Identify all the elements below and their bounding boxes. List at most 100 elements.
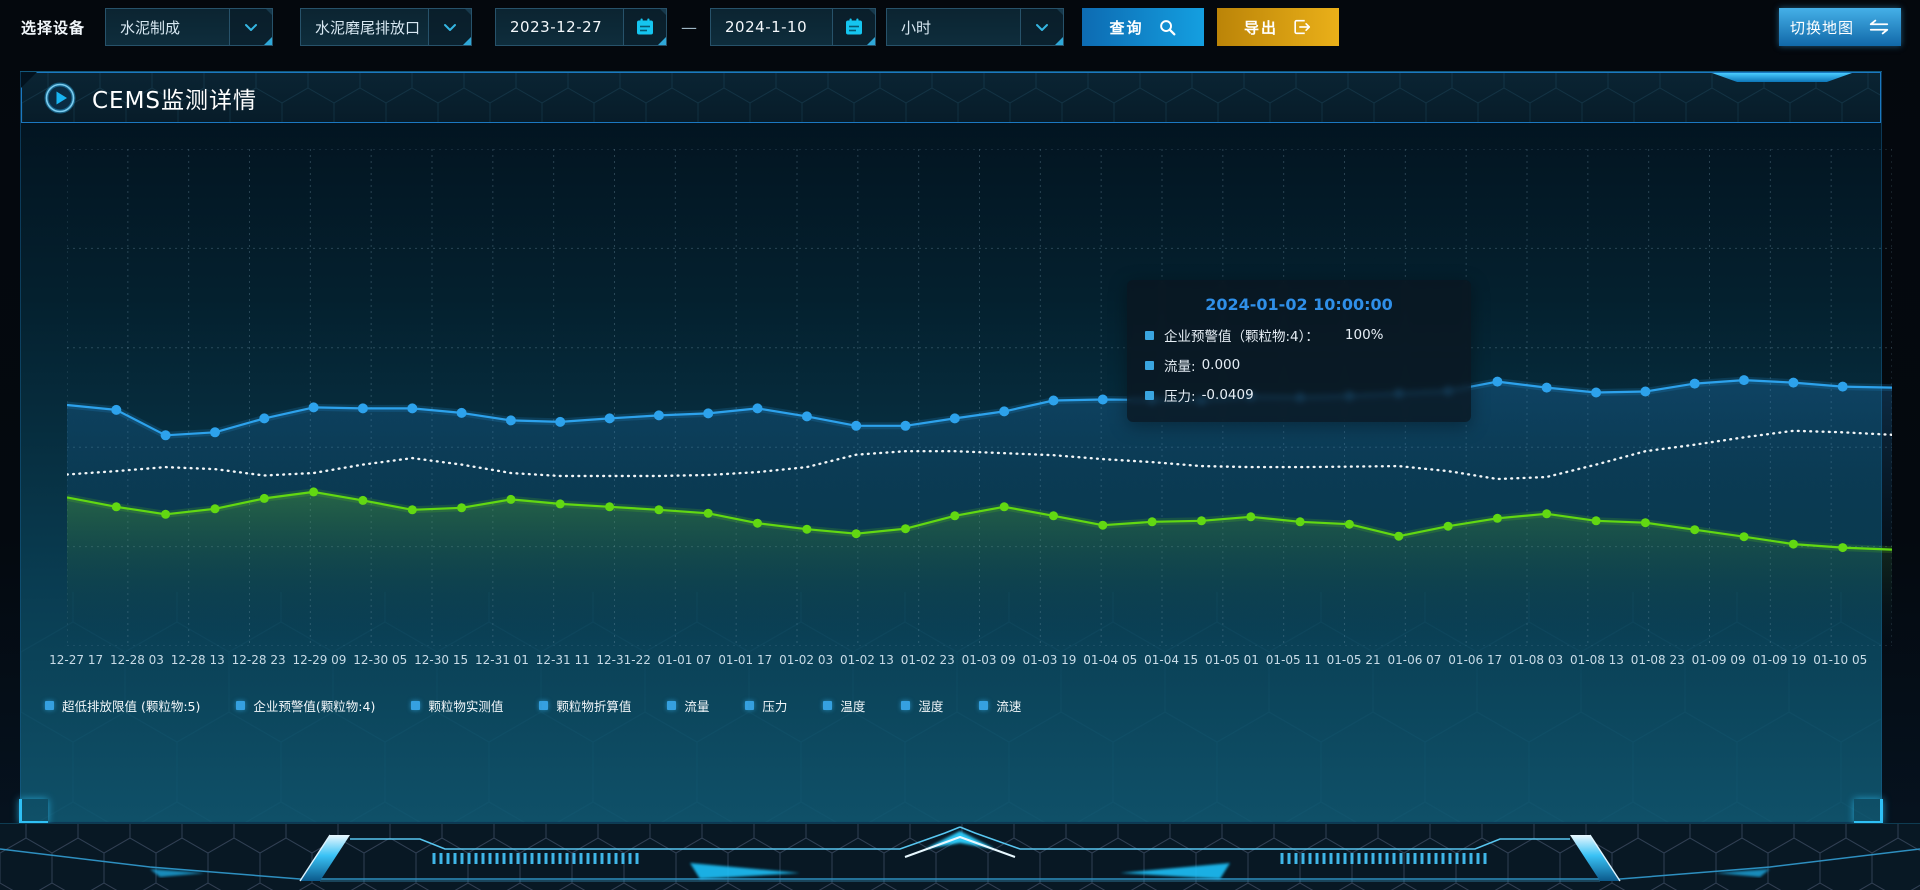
end-date-input[interactable]: 2024-1-10 — [710, 8, 877, 46]
legend-item[interactable]: 流速 — [979, 696, 1021, 715]
data-point[interactable] — [851, 529, 861, 539]
data-point[interactable] — [407, 505, 417, 515]
tooltip-item-label: 企业预警值（颗粒物:4）： — [1164, 329, 1319, 345]
x-axis-label: 12-31-22 — [596, 653, 651, 667]
device-select[interactable]: 水泥制成 — [105, 8, 274, 46]
data-point[interactable] — [1838, 543, 1848, 553]
x-axis-label: 01-08 03 — [1509, 653, 1564, 667]
data-point[interactable] — [1246, 512, 1256, 522]
data-point[interactable] — [999, 502, 1009, 512]
data-point[interactable] — [506, 494, 516, 504]
data-point[interactable] — [949, 413, 960, 424]
tooltip-series-marker — [1145, 330, 1154, 340]
legend-item[interactable]: 颗粒物折算值 — [539, 696, 631, 715]
data-point[interactable] — [407, 403, 418, 414]
switch-map-button[interactable]: 切换地图 — [1779, 8, 1901, 46]
data-point[interactable] — [1197, 516, 1206, 526]
legend-item[interactable]: 颗粒物实测值 — [411, 696, 503, 715]
data-point[interactable] — [1492, 376, 1503, 387]
data-point[interactable] — [1344, 519, 1354, 529]
export-button[interactable]: 导出 — [1217, 8, 1340, 46]
data-point[interactable] — [1788, 539, 1798, 549]
data-point[interactable] — [1739, 532, 1749, 542]
data-point[interactable] — [1690, 525, 1700, 535]
data-point[interactable] — [111, 404, 122, 415]
data-point[interactable] — [1394, 531, 1404, 541]
data-point[interactable] — [605, 502, 615, 512]
data-point[interactable] — [1049, 511, 1058, 521]
data-point[interactable] — [505, 415, 516, 426]
data-point[interactable] — [801, 411, 812, 422]
legend-label: 企业预警值(颗粒物:4) — [253, 699, 376, 714]
legend-item[interactable]: 压力 — [745, 696, 787, 715]
data-point[interactable] — [1098, 520, 1108, 530]
data-point[interactable] — [802, 524, 812, 534]
data-point[interactable] — [1295, 517, 1305, 527]
data-point[interactable] — [160, 430, 171, 441]
data-point[interactable] — [357, 403, 368, 414]
export-icon — [1294, 19, 1311, 35]
chart-tooltip: 2024-01-02 10:00:00 企业预警值（颗粒物:4）： 100% 流量:… — [1127, 280, 1471, 422]
interval-select-trigger[interactable] — [1020, 9, 1064, 45]
data-point[interactable] — [703, 408, 714, 419]
data-point[interactable] — [1788, 377, 1799, 388]
interval-select[interactable]: 小时 — [886, 8, 1065, 46]
data-point[interactable] — [1492, 513, 1502, 523]
cems-line-chart[interactable] — [67, 149, 1892, 646]
data-point[interactable] — [1443, 521, 1453, 531]
data-point[interactable] — [555, 416, 566, 427]
data-point[interactable] — [161, 509, 171, 519]
query-button[interactable]: 查询 — [1082, 8, 1205, 46]
legend-item[interactable]: 企业预警值(颗粒物:4) — [236, 696, 375, 715]
data-point[interactable] — [653, 410, 664, 421]
start-date-input[interactable]: 2023-12-27 — [495, 8, 668, 46]
chevron-down-icon — [444, 24, 457, 31]
data-point[interactable] — [259, 413, 270, 424]
data-point[interactable] — [210, 504, 220, 514]
outlet-select[interactable]: 水泥磨尾排放口 — [300, 8, 473, 46]
data-point[interactable] — [1591, 387, 1602, 398]
data-point[interactable] — [752, 403, 763, 414]
data-point[interactable] — [1541, 382, 1552, 393]
device-select-trigger[interactable] — [229, 9, 273, 45]
data-point[interactable] — [1837, 381, 1848, 392]
data-point[interactable] — [358, 495, 368, 505]
data-point[interactable] — [1542, 509, 1552, 519]
end-date-picker-trigger[interactable] — [832, 9, 876, 45]
legend-item[interactable]: 温度 — [823, 696, 865, 715]
data-point[interactable] — [1689, 378, 1700, 389]
data-point[interactable] — [1739, 375, 1749, 386]
legend-marker — [979, 701, 989, 710]
data-point[interactable] — [555, 499, 565, 509]
data-point[interactable] — [900, 420, 911, 431]
start-date-picker-trigger[interactable] — [623, 9, 667, 45]
data-point[interactable] — [901, 524, 910, 534]
data-point[interactable] — [999, 406, 1010, 417]
data-point[interactable] — [950, 511, 960, 521]
legend-marker — [823, 701, 833, 710]
data-point[interactable] — [1640, 518, 1650, 528]
data-point[interactable] — [703, 508, 713, 518]
data-point[interactable] — [309, 487, 319, 497]
legend-item[interactable]: 湿度 — [901, 696, 943, 715]
data-point[interactable] — [851, 420, 862, 431]
data-point[interactable] — [1591, 516, 1601, 526]
data-point[interactable] — [1048, 395, 1059, 406]
data-point[interactable] — [456, 407, 467, 418]
data-point[interactable] — [111, 502, 121, 512]
data-point[interactable] — [1640, 386, 1651, 397]
data-point[interactable] — [604, 413, 615, 424]
data-point[interactable] — [308, 402, 319, 413]
tooltip-series-marker — [1145, 360, 1154, 370]
data-point[interactable] — [210, 427, 220, 438]
data-point[interactable] — [457, 503, 467, 513]
data-point[interactable] — [753, 518, 762, 528]
legend-item[interactable]: 超低排放限值 (颗粒物:5) — [45, 696, 200, 715]
data-point[interactable] — [1147, 517, 1157, 527]
data-point[interactable] — [1097, 394, 1108, 405]
data-point[interactable] — [259, 493, 269, 503]
outlet-select-trigger[interactable] — [428, 9, 472, 45]
legend-item[interactable]: 流量 — [667, 696, 709, 715]
data-point[interactable] — [654, 505, 664, 515]
x-axis-label: 01-02 23 — [900, 653, 955, 667]
